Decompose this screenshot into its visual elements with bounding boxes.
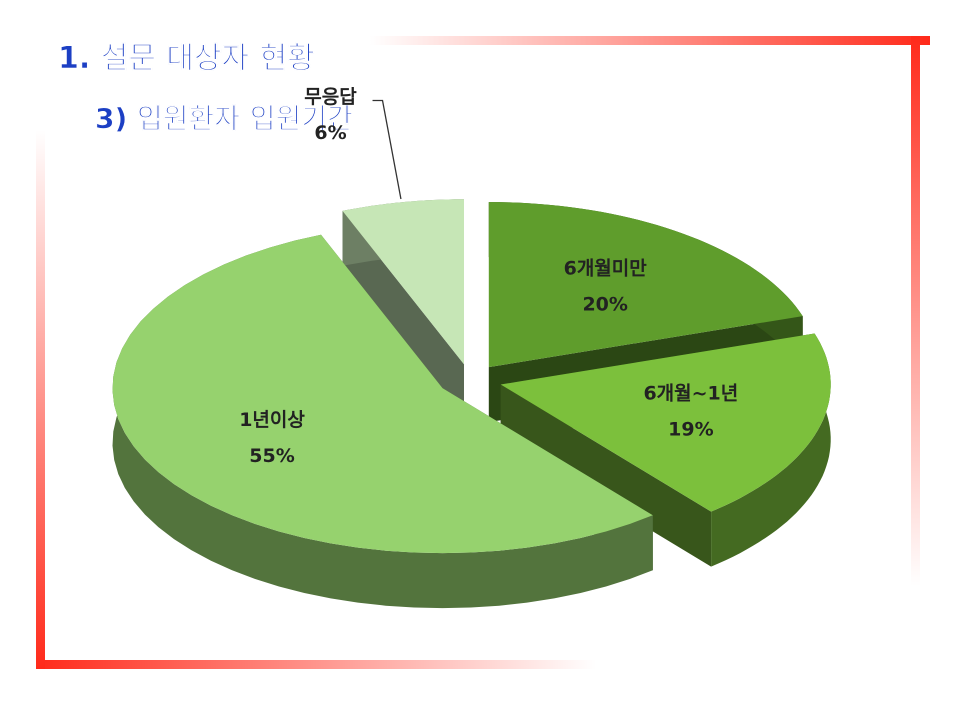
frame-right — [911, 36, 920, 586]
slice-value: 55% — [249, 445, 294, 467]
frame-left — [36, 130, 45, 669]
slide-title: 1. 설문 대상자 현황 — [58, 41, 315, 76]
leader-line — [372, 99, 402, 200]
pie: 무응답 6% 6개월미만 20% 6개월~1년 19% 1년이상 55% — [112, 86, 831, 609]
slice-label: 1년이상 — [239, 409, 305, 431]
slice-label: 6개월미만 — [564, 257, 648, 279]
slice-side — [342, 210, 464, 420]
slice-label: 6개월~1년 — [643, 383, 738, 405]
slice-side — [500, 384, 712, 567]
slice-value: 6% — [314, 122, 346, 144]
slice-value: 19% — [668, 419, 713, 441]
slice — [500, 333, 831, 567]
frame-bottom — [36, 660, 596, 669]
frame-top — [370, 36, 930, 45]
slice — [112, 234, 653, 609]
slice-top — [500, 333, 831, 512]
slice-side — [711, 333, 831, 567]
slice-top — [488, 202, 803, 368]
slice-top — [342, 199, 464, 365]
slice-value: 20% — [582, 293, 627, 315]
slice-label: 무응답 — [304, 86, 357, 108]
slice-top — [112, 234, 653, 554]
slice-side — [112, 234, 653, 609]
slice — [342, 199, 464, 420]
slide-subtitle: 3) 입원환자 입원기간 — [95, 102, 353, 135]
